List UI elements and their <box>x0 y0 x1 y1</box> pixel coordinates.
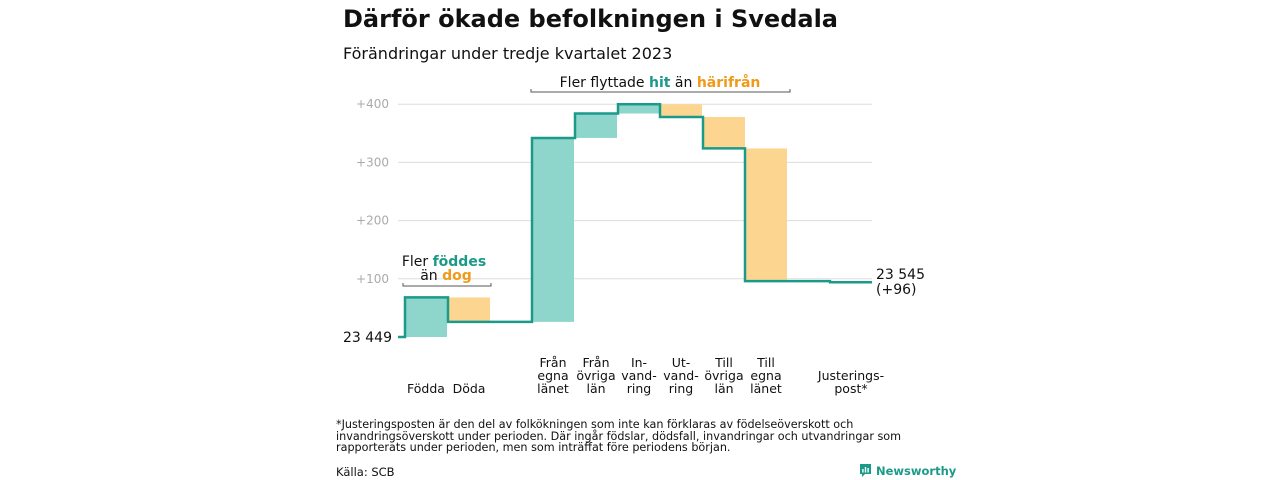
chart-title: Därför ökade befolkningen i Svedala <box>343 5 838 33</box>
newsworthy-logo-icon <box>860 464 871 477</box>
annotation-births-line1: Fler föddes <box>402 254 486 270</box>
waterfall-bar <box>660 104 702 118</box>
waterfall-bar <box>575 113 617 138</box>
waterfall-bar <box>448 297 490 322</box>
category-label: Till övriga län <box>704 355 743 396</box>
end-value-label: 23 545 <box>876 267 925 283</box>
waterfall-bar <box>745 148 787 282</box>
waterfall-chart: +100 +200 +300 +400 23 449 23 545(+96) Födda Dö… <box>343 74 925 396</box>
brand: Newsworthy <box>859 463 956 478</box>
annotation-births-line2: än dog <box>420 268 472 284</box>
category-label: Justerings-post* <box>817 368 884 396</box>
category-label: Döda <box>453 381 486 396</box>
y-tick-label: +200 <box>356 214 389 228</box>
bracket-migration <box>530 89 791 93</box>
waterfall-bar <box>618 104 660 114</box>
category-label: Till egna länet <box>750 355 782 396</box>
category-label: Födda <box>407 381 445 396</box>
end-delta-label: (+96) <box>876 282 916 298</box>
bracket-births-deaths <box>402 283 492 287</box>
category-label: Från egna länet <box>537 355 569 396</box>
waterfall-bar <box>703 117 745 149</box>
y-tick-label: +400 <box>356 97 389 111</box>
footnote: *Justeringsposten är den del av folkökni… <box>336 418 902 454</box>
waterfall-bar <box>532 137 574 322</box>
start-value-label: 23 449 <box>343 330 392 346</box>
waterfall-bar <box>405 297 447 337</box>
category-label: In-vand-ring <box>621 355 656 396</box>
category-label: Från övriga län <box>576 355 615 396</box>
cumulative-step-line <box>398 102 872 339</box>
y-tick-label: +100 <box>356 272 389 286</box>
source-text: Källa: SCB <box>336 465 395 479</box>
category-label: Ut-vand-ring <box>663 355 698 396</box>
annotation-migration: Fler flyttade hit än härifrån <box>560 74 761 91</box>
brand-name: Newsworthy <box>876 463 957 478</box>
chart-subtitle: Förändringar under tredje kvartalet 2023 <box>343 44 673 63</box>
y-tick-label: +300 <box>356 155 389 169</box>
